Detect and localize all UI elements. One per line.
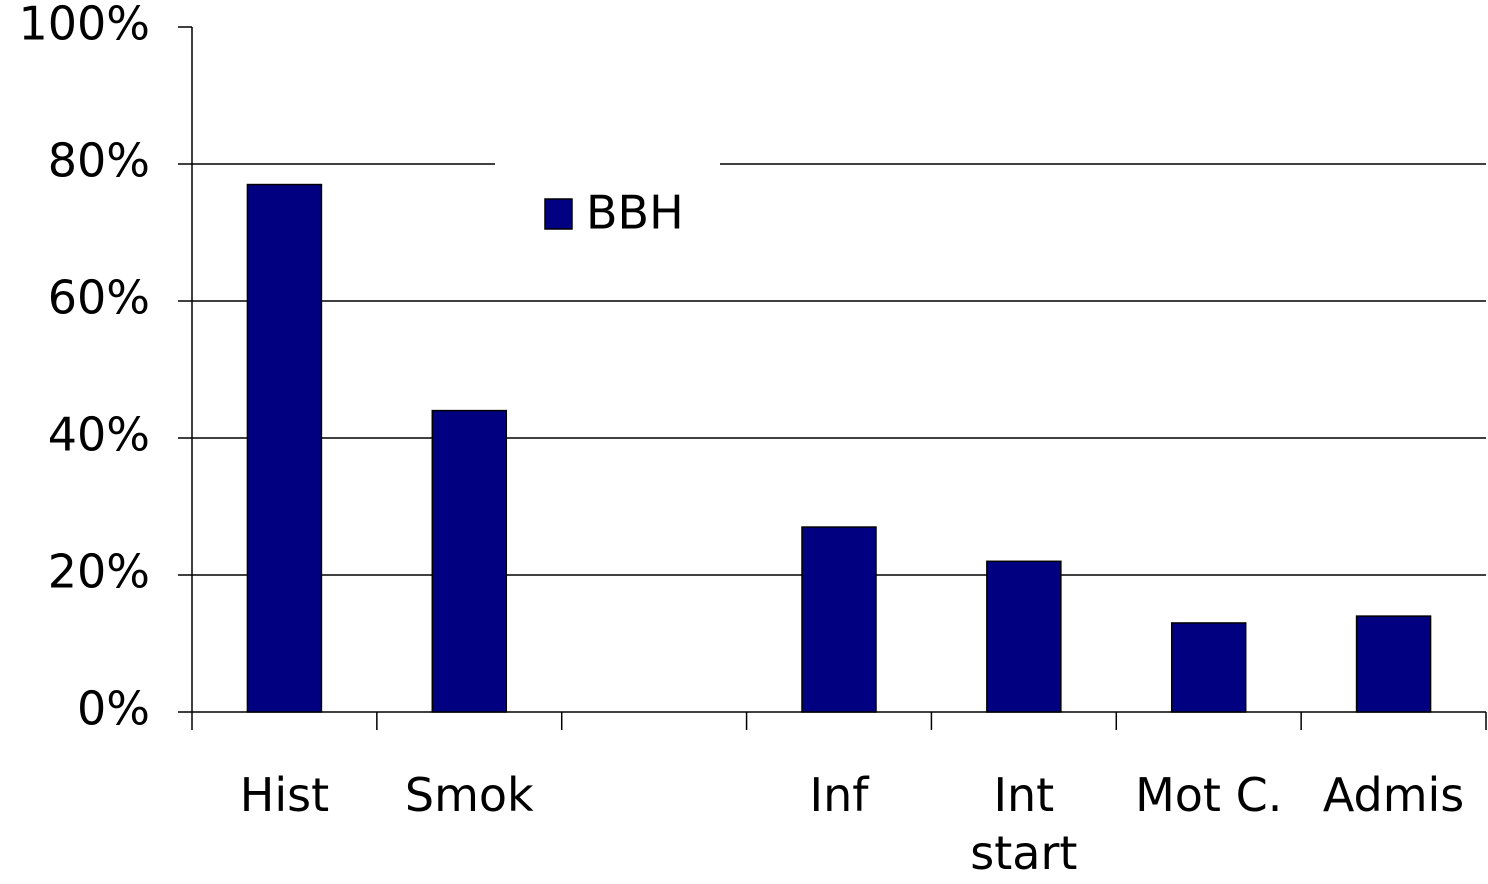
y-tick-label: 40% xyxy=(48,408,150,462)
bar xyxy=(431,409,508,713)
bar xyxy=(801,526,877,713)
x-tick-label: Mot C. xyxy=(1135,768,1283,822)
x-tick-label: Hist xyxy=(239,768,330,822)
y-tick-label: 0% xyxy=(77,682,150,736)
bar xyxy=(1170,622,1247,713)
bar xyxy=(986,560,1062,713)
x-tick-label: Inf xyxy=(809,768,869,822)
bar xyxy=(246,183,323,713)
legend-label: BBH xyxy=(586,186,684,240)
x-tick-label: Admis xyxy=(1322,768,1465,822)
y-tick-label: 60% xyxy=(48,271,150,325)
legend-box xyxy=(495,160,720,270)
y-tick-label: 80% xyxy=(48,134,150,188)
y-tick-label: 100% xyxy=(18,0,150,51)
x-tick-label: Smok xyxy=(404,768,534,822)
x-tick-label: Int start xyxy=(970,768,1078,880)
bar xyxy=(1355,615,1432,713)
legend-swatch xyxy=(544,198,573,230)
y-tick-label: 20% xyxy=(48,545,150,599)
